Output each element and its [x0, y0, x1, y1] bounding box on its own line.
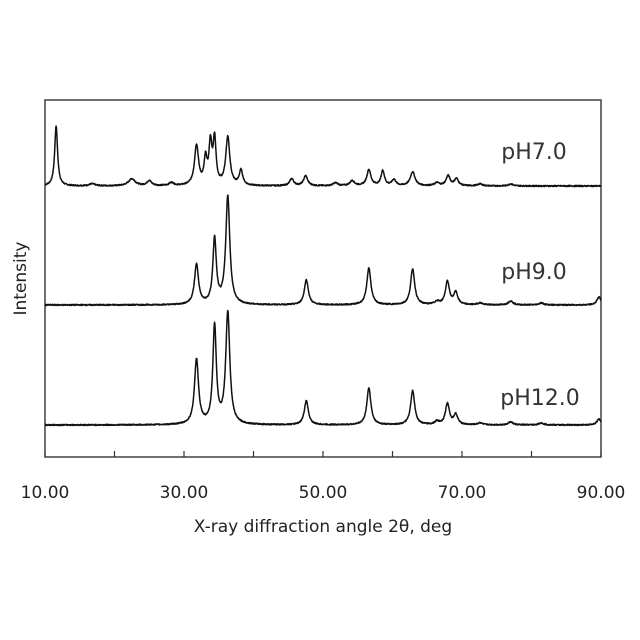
x-tick-label: 10.00: [21, 483, 70, 503]
series-label: pH9.0: [501, 260, 567, 285]
x-tick-label: 30.00: [160, 483, 209, 503]
series-label: pH7.0: [501, 140, 567, 165]
x-tick-label: 90.00: [577, 483, 626, 503]
series-label: pH12.0: [500, 386, 580, 411]
x-tick-label: 70.00: [438, 483, 487, 503]
y-axis-title: Intensity: [11, 242, 31, 316]
x-axis-title: X-ray diffraction angle 2θ, deg: [194, 517, 452, 537]
x-tick-label: 50.00: [299, 483, 348, 503]
